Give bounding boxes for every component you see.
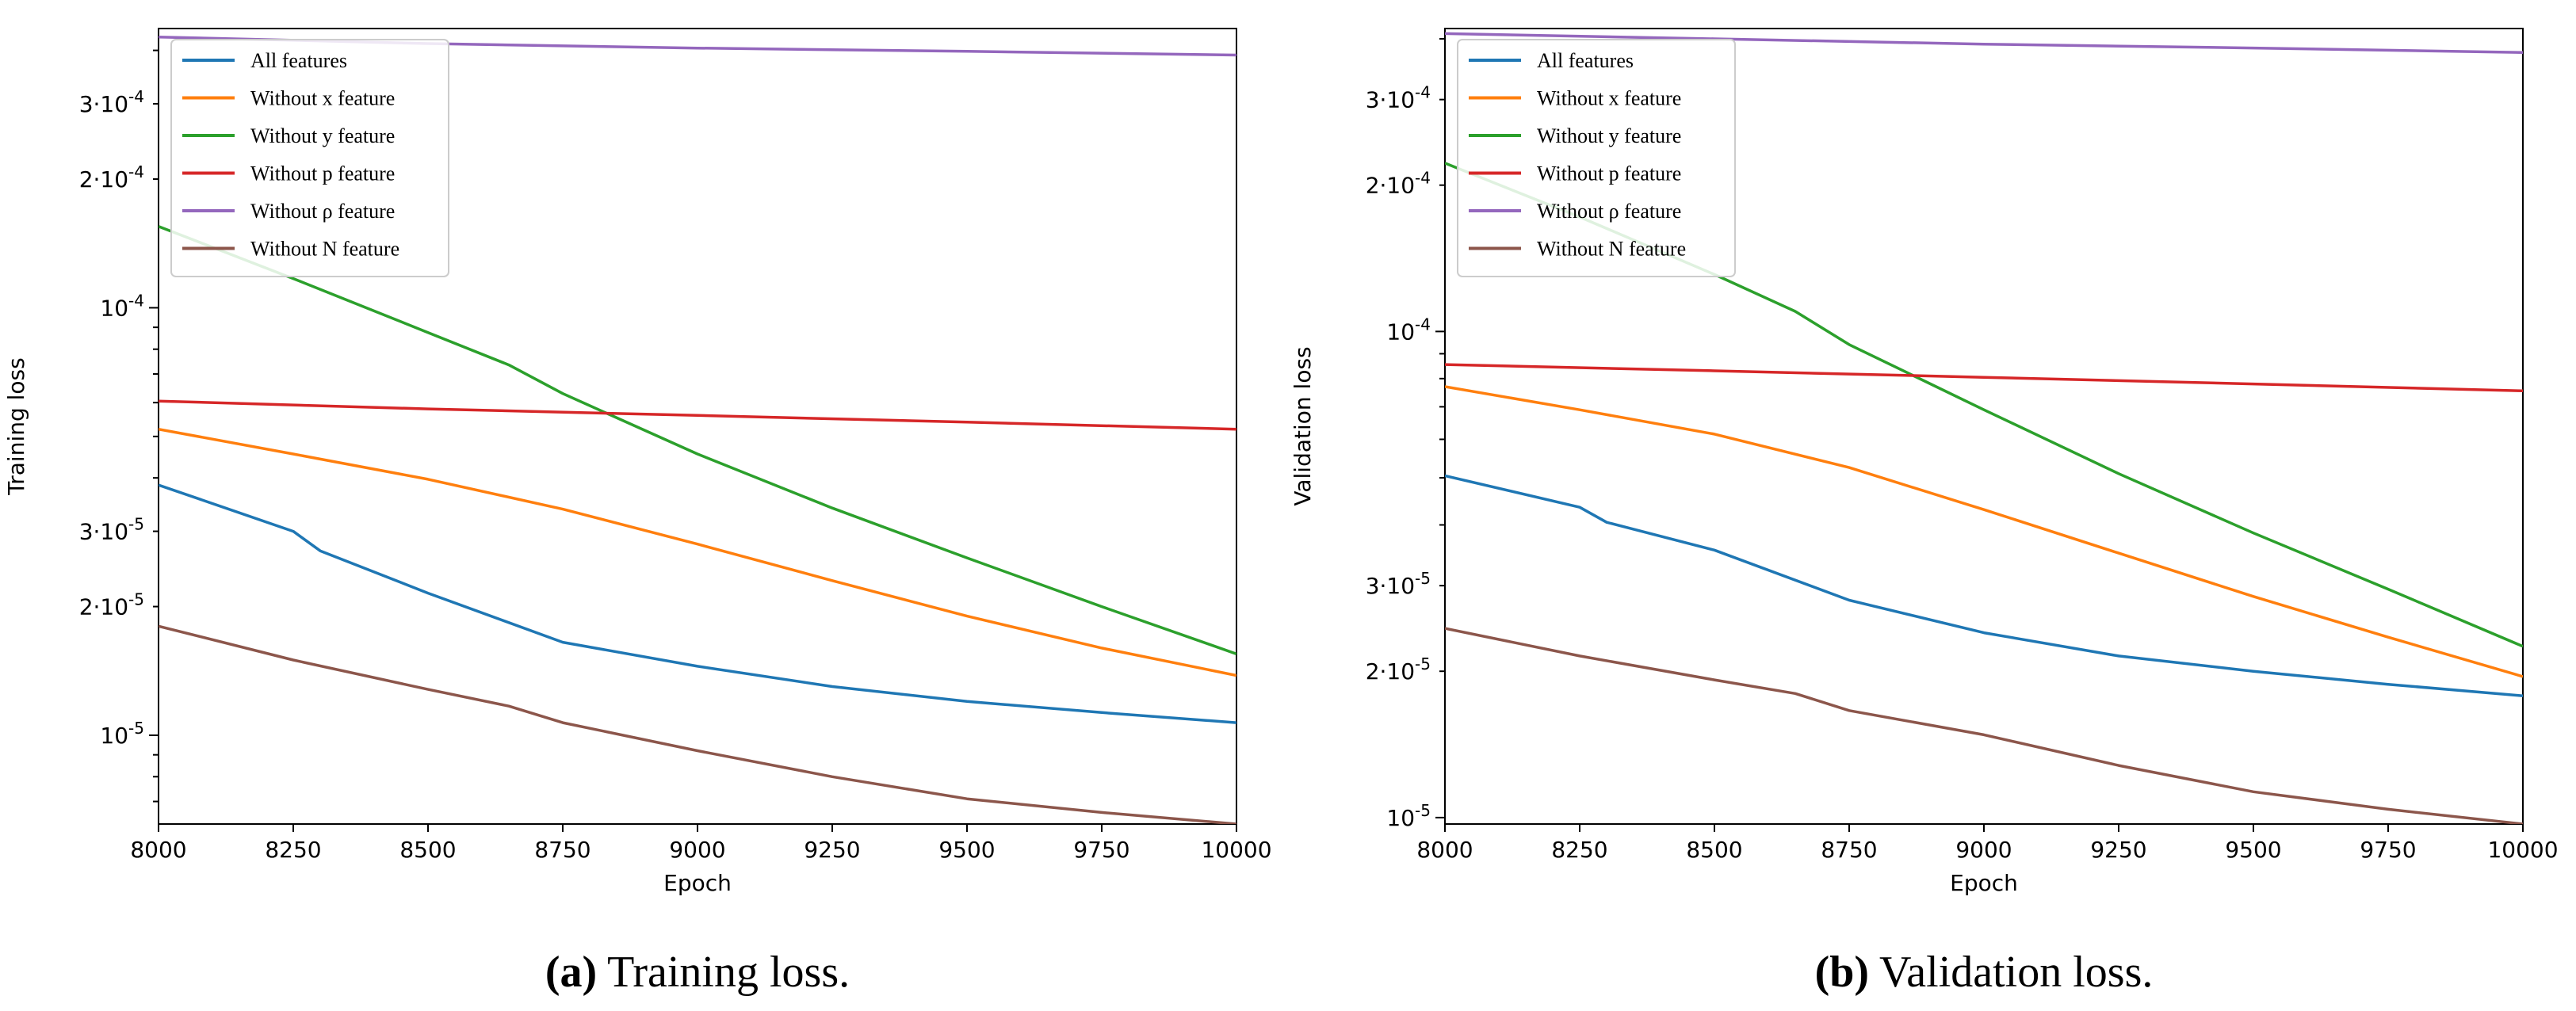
series-line-without-feature (1445, 32, 2523, 54)
series-line-without-p-feature (1445, 363, 2523, 393)
series-line-all-features (159, 483, 1236, 724)
x-tick-label: 8000 (130, 837, 186, 863)
y-tick-label: 3·10-5 (79, 515, 144, 545)
x-tick-label: 10000 (1201, 837, 1271, 863)
y-tick-label: 10-4 (1386, 315, 1431, 345)
x-tick-label: 9000 (1955, 837, 2012, 863)
x-axis-label: Epoch (663, 870, 732, 896)
caption-letter: (b) (1815, 948, 1869, 997)
series-line-without-n-feature (1445, 627, 2523, 824)
y-tick-label: 2·10-5 (79, 590, 144, 620)
legend-label-without-y-feature: Without y feature (1537, 124, 1681, 147)
legend-label-without-feature: Without ρ feature (1537, 200, 1681, 223)
legend-box (170, 39, 449, 277)
y-tick-label: 3·10-5 (1366, 569, 1431, 599)
series-line-without-x-feature (1445, 385, 2523, 678)
legend-label-without-x-feature: Without x feature (250, 87, 395, 110)
x-tick-label: 9750 (1073, 837, 1129, 863)
series-line-without-y-feature (159, 225, 1236, 655)
x-tick-label: 8750 (1821, 837, 1877, 863)
x-tick-label: 10000 (2487, 837, 2558, 863)
x-tick-label: 9000 (669, 837, 725, 863)
x-tick-label: 8250 (265, 837, 321, 863)
y-axis-label: Validation loss (1290, 346, 1316, 506)
legend-label-all-features: All features (250, 49, 347, 72)
y-tick-label: 10-5 (1386, 801, 1431, 831)
chart-validation-loss: 10-5 2·10-5 3·10-5 10-4 2·10-4 3·10-4 8000 8250… (1290, 28, 2559, 997)
x-tick-label: 8250 (1551, 837, 1607, 863)
legend-label-without-p-feature: Without p feature (1537, 162, 1681, 185)
series-line-without-n-feature (159, 624, 1236, 824)
x-tick-label: 9250 (2090, 837, 2146, 863)
y-tick-label: 2·10-4 (79, 162, 144, 193)
x-tick-label: 9500 (2225, 837, 2281, 863)
y-tick-label: 3·10-4 (1366, 83, 1431, 113)
legend-label-without-p-feature: Without p feature (250, 162, 395, 185)
y-tick-label: 10-5 (100, 719, 144, 749)
y-tick-label: 2·10-4 (1366, 169, 1431, 199)
series-line-without-x-feature (159, 427, 1236, 677)
y-axis-label: Training loss (3, 357, 29, 495)
x-tick-label: 9750 (2360, 837, 2416, 863)
legend-label-without-x-feature: Without x feature (1537, 87, 1681, 110)
chart-training-loss: 10-5 2·10-5 3·10-5 10-4 2·10-4 3·10-4 8000 8250… (3, 28, 1272, 997)
x-axis-label: Epoch (1950, 870, 2018, 896)
series-line-without-p-feature (159, 399, 1236, 431)
x-tick-label: 8500 (399, 837, 456, 863)
caption-text: Training loss. (597, 948, 850, 997)
series-line-all-features (1445, 474, 2523, 697)
caption-text: Validation loss. (1869, 948, 2153, 997)
y-tick-label: 2·10-5 (1366, 654, 1431, 685)
caption-letter: (a) (545, 948, 597, 997)
legend-label-without-n-feature: Without N feature (1537, 238, 1686, 261)
caption: (a) Training loss. (545, 948, 850, 997)
caption: (b) Validation loss. (1815, 948, 2154, 997)
x-tick-label: 8500 (1686, 837, 1742, 863)
y-tick-label: 10-4 (100, 291, 144, 321)
legend-label-without-feature: Without ρ feature (250, 200, 395, 223)
legend-box (1457, 39, 1736, 277)
legend-label-all-features: All features (1537, 49, 1634, 72)
x-tick-label: 8750 (534, 837, 590, 863)
y-tick-label: 3·10-4 (79, 87, 144, 117)
x-tick-label: 9500 (938, 837, 995, 863)
x-tick-label: 8000 (1416, 837, 1473, 863)
legend-label-without-n-feature: Without N feature (250, 238, 399, 261)
x-tick-label: 9250 (804, 837, 860, 863)
legend-label-without-y-feature: Without y feature (250, 124, 395, 147)
